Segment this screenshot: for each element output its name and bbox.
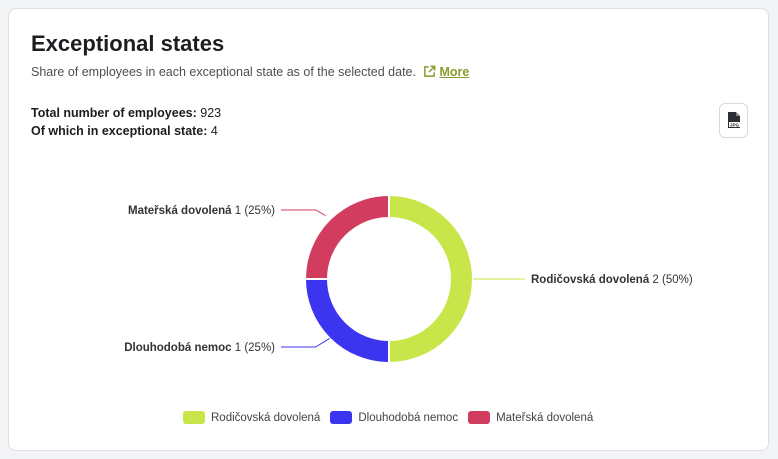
total-employees-label: Total number of employees: [31, 106, 197, 120]
legend-label: Mateřská dovolená [496, 411, 594, 424]
data-label: Dlouhodobá nemoc 1 (25%) [124, 342, 275, 354]
external-link-icon[interactable] [423, 65, 436, 78]
jpg-badge-text: JPG [729, 122, 739, 127]
legend-item[interactable]: Dlouhodobá nemoc [330, 411, 458, 424]
leader-line [281, 337, 330, 348]
donut-chart: Rodičovská dovolená 2 (50%) Dlouhodobá ne… [124, 193, 693, 365]
exceptional-employees-label: Of which in exceptional state: [31, 124, 208, 138]
slice-mateřská-dovolená[interactable] [303, 193, 390, 280]
export-jpg-button[interactable]: JPG [719, 103, 748, 138]
legend-swatch [183, 411, 205, 424]
legend-label: Dlouhodobá nemoc [358, 411, 459, 424]
slice-rodičovská-dovolená[interactable] [388, 193, 474, 365]
legend-item[interactable]: Mateřská dovolená [468, 411, 593, 424]
legend-swatch [330, 411, 353, 424]
exceptional-states-card: Exceptional states Share of employees in… [8, 8, 769, 451]
data-label: Mateřská dovolená 1 (25%) [128, 205, 275, 217]
legend-label: Rodičovská dovolená [211, 411, 321, 424]
subtitle-text: Share of employees in each exceptional s… [31, 65, 416, 79]
total-employees-value: 923 [200, 106, 222, 120]
data-label: Rodičovská dovolená 2 (50%) [531, 274, 693, 286]
total-employees-row: Total number of employees: 923 [31, 104, 221, 122]
chart-legend: Rodičovská dovolená Dlouhodobá nemoc Mateř… [183, 411, 593, 424]
page-title: Exceptional states [31, 31, 225, 56]
exceptional-employees-row: Of which in exceptional state: 4 [31, 122, 221, 140]
legend-swatch [468, 411, 491, 424]
employee-stats: Total number of employees: 923 Of which … [31, 104, 221, 140]
leader-line [281, 209, 326, 217]
exceptional-employees-value: 4 [210, 124, 218, 138]
more-link[interactable]: More [439, 65, 470, 79]
legend-item[interactable]: Rodičovská dovolená [183, 411, 320, 424]
slice-dlouhodobá-nemoc[interactable] [303, 278, 390, 365]
subtitle: Share of employees in each exceptional s… [31, 65, 469, 79]
jpg-file-icon: JPG [727, 112, 740, 128]
